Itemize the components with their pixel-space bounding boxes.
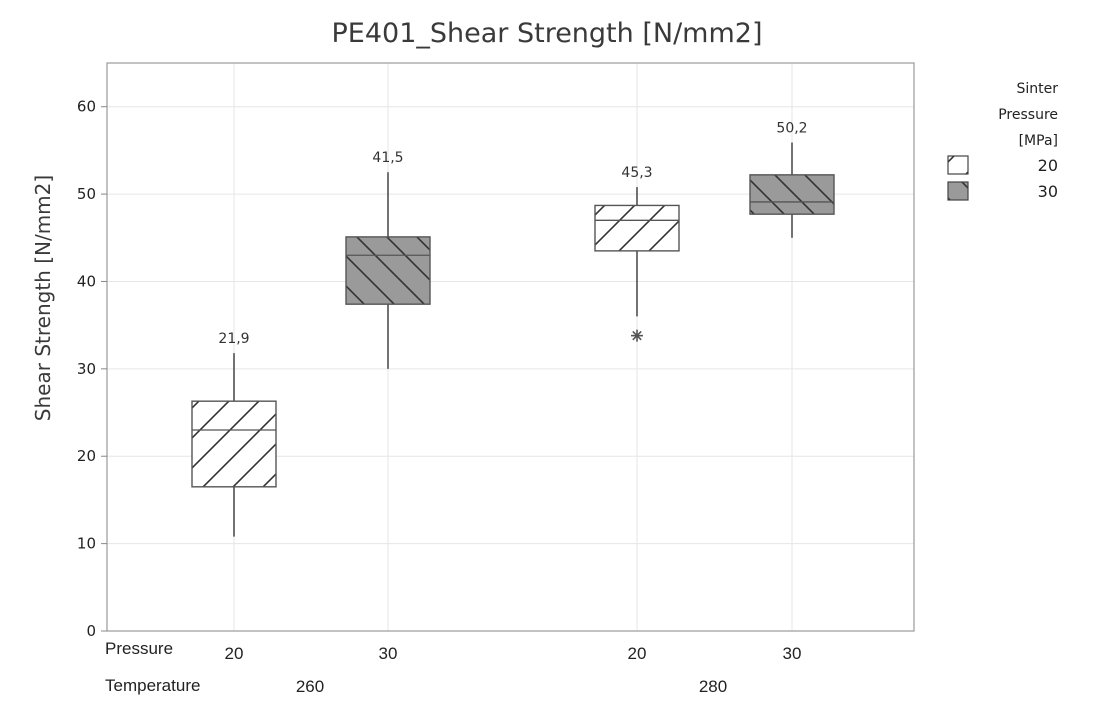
legend-label: 20: [1038, 156, 1058, 175]
chart-title: PE401_Shear Strength [N/mm2]: [332, 18, 763, 49]
y-tick-label-0: 0: [86, 622, 96, 640]
legend-swatch-hatch: [948, 156, 968, 174]
legend-swatch-outline: [947, 181, 969, 201]
y-tick-label-60: 60: [77, 98, 96, 116]
outlier-stroke-3: [632, 330, 642, 341]
box-outline: [749, 174, 835, 215]
mean-label: 50,2: [776, 121, 807, 137]
box-hatch: [595, 205, 679, 251]
temperature-label-260: 260: [296, 677, 324, 696]
y-tick-label-10: 10: [77, 535, 96, 553]
pressure-label-0: 20: [225, 644, 244, 663]
mean-label: 45,3: [621, 165, 652, 181]
box-280-30: 50,2: [749, 121, 835, 238]
temperature-factor-label: Temperature: [105, 676, 200, 695]
y-tick-label-50: 50: [77, 185, 96, 203]
y-axis-ticks: 0 10 20 30 40 50 60: [77, 98, 107, 640]
legend-label: 30: [1038, 182, 1058, 201]
x-axis-group-labels: 20 30 20 30 260 280: [225, 644, 802, 696]
box-hatch: [192, 401, 276, 487]
pressure-label-2: 20: [628, 644, 647, 663]
pressure-label-3: 30: [783, 644, 802, 663]
box-260-20: 21,9: [191, 331, 277, 537]
outlier-point-0: [631, 329, 643, 342]
legend-entry-20: 20: [947, 155, 1058, 175]
legend-title-line-1: Sinter: [1016, 81, 1058, 97]
pressure-label-1: 30: [379, 644, 398, 663]
legend-title-line-3: [MPa]: [1019, 133, 1058, 149]
box-outline: [345, 236, 431, 305]
legend-swatch-hatch: [948, 182, 968, 200]
y-tick-label-30: 30: [77, 360, 96, 378]
pressure-factor-label: Pressure: [105, 639, 173, 658]
legend: Sinter Pressure [MPa] 20 30: [947, 81, 1058, 201]
legend-title-line-2: Pressure: [998, 107, 1058, 123]
mean-label: 21,9: [218, 331, 249, 347]
box-series: 21,9 41,5 45,3 50,2: [191, 121, 835, 537]
temperature-label-280: 280: [699, 677, 727, 696]
y-tick-label-20: 20: [77, 447, 96, 465]
box-outline: [191, 400, 277, 488]
box-280-20: 45,3: [594, 165, 680, 342]
box-hatch: [346, 236, 430, 305]
legend-entry-30: 30: [947, 181, 1058, 201]
y-axis-label: Shear Strength [N/mm2]: [31, 175, 55, 421]
mean-label: 41,5: [372, 150, 403, 166]
box-outline: [594, 204, 680, 252]
y-tick-label-40: 40: [77, 272, 96, 290]
box-260-30: 41,5: [345, 150, 431, 369]
box-hatch: [750, 174, 834, 215]
legend-swatch-outline: [947, 155, 969, 175]
plot-area-frame: [106, 62, 915, 632]
